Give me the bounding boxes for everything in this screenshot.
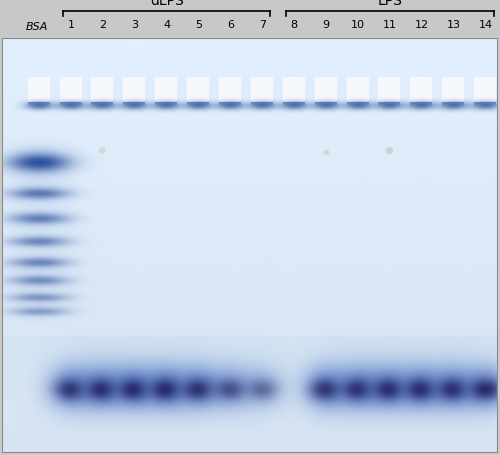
Text: 1: 1 (68, 20, 74, 30)
Text: dLPS: dLPS (150, 0, 184, 8)
Text: 13: 13 (446, 20, 460, 30)
Text: 5: 5 (195, 20, 202, 30)
Text: 9: 9 (322, 20, 330, 30)
Text: 12: 12 (415, 20, 429, 30)
Text: 6: 6 (227, 20, 234, 30)
Text: 2: 2 (100, 20, 106, 30)
Text: 10: 10 (351, 20, 365, 30)
Text: 3: 3 (132, 20, 138, 30)
Text: 8: 8 (290, 20, 298, 30)
Text: BSA: BSA (26, 22, 48, 32)
Text: LPS: LPS (378, 0, 402, 8)
Text: 11: 11 (383, 20, 397, 30)
Text: 4: 4 (163, 20, 170, 30)
Text: 14: 14 (478, 20, 492, 30)
Text: 7: 7 (259, 20, 266, 30)
